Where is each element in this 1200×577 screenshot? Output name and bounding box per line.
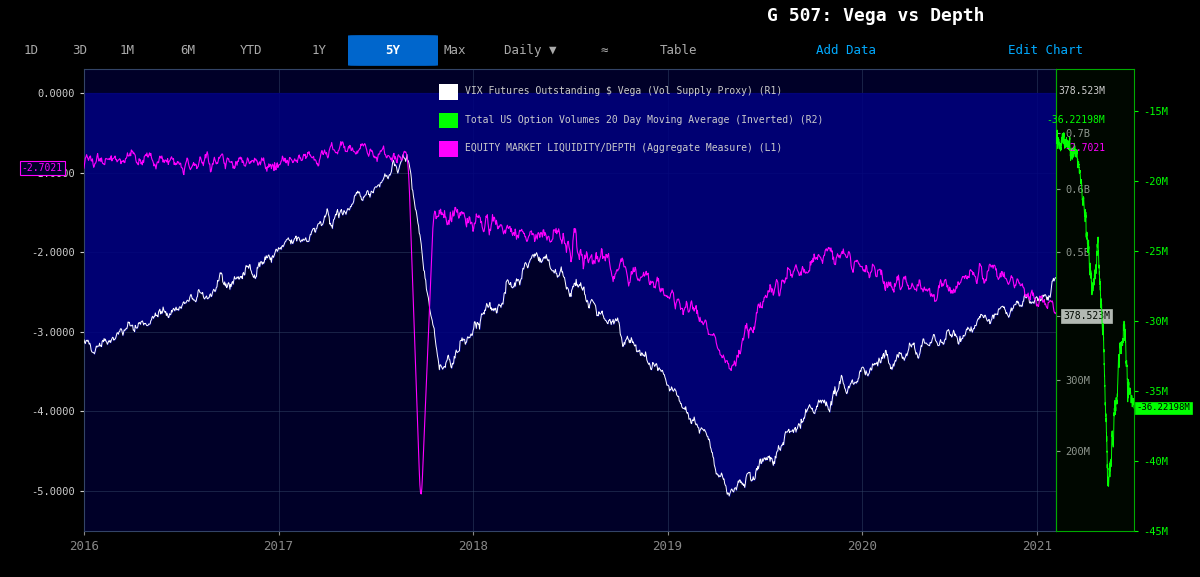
Text: Add Data: Add Data <box>816 44 876 57</box>
Text: 1Y: 1Y <box>312 44 326 57</box>
Text: YTD: YTD <box>240 44 263 57</box>
Text: .VIXFVEGA U Index: .VIXFVEGA U Index <box>11 6 211 25</box>
Text: Max: Max <box>444 44 467 57</box>
Text: VIX Futures Outstanding $ Vega (Vol Supply Proxy) (R1): VIX Futures Outstanding $ Vega (Vol Supp… <box>464 86 782 96</box>
Text: ≈: ≈ <box>600 44 607 57</box>
Text: 1D: 1D <box>24 44 38 57</box>
Text: G 507: Vega vs Depth: G 507: Vega vs Depth <box>767 7 985 25</box>
Text: Edit Chart: Edit Chart <box>1008 44 1084 57</box>
Text: EQUITY MARKET LIQUIDITY/DEPTH (Aggregate Measure) (L1): EQUITY MARKET LIQUIDITY/DEPTH (Aggregate… <box>464 143 782 153</box>
Text: 378.523M: 378.523M <box>1058 86 1105 96</box>
Text: -2.7021: -2.7021 <box>1064 143 1105 153</box>
Text: -36.22198M: -36.22198M <box>1136 403 1190 413</box>
Text: 378.523M: 378.523M <box>1063 311 1110 321</box>
Text: -2.7021: -2.7021 <box>22 163 62 173</box>
Text: Daily ▼: Daily ▼ <box>504 44 557 57</box>
Text: 6M: 6M <box>180 44 194 57</box>
Bar <box>439 113 457 129</box>
Bar <box>439 84 457 100</box>
Text: 1M: 1M <box>120 44 134 57</box>
Text: Total US Option Volumes 20 Day Moving Average (Inverted) (R2): Total US Option Volumes 20 Day Moving Av… <box>464 115 823 125</box>
Text: 3D: 3D <box>72 44 88 57</box>
Bar <box>439 141 457 157</box>
FancyBboxPatch shape <box>348 35 438 66</box>
Text: -36.22198M: -36.22198M <box>1046 115 1105 125</box>
Text: 5Y: 5Y <box>385 44 400 57</box>
Text: Table: Table <box>660 44 697 57</box>
